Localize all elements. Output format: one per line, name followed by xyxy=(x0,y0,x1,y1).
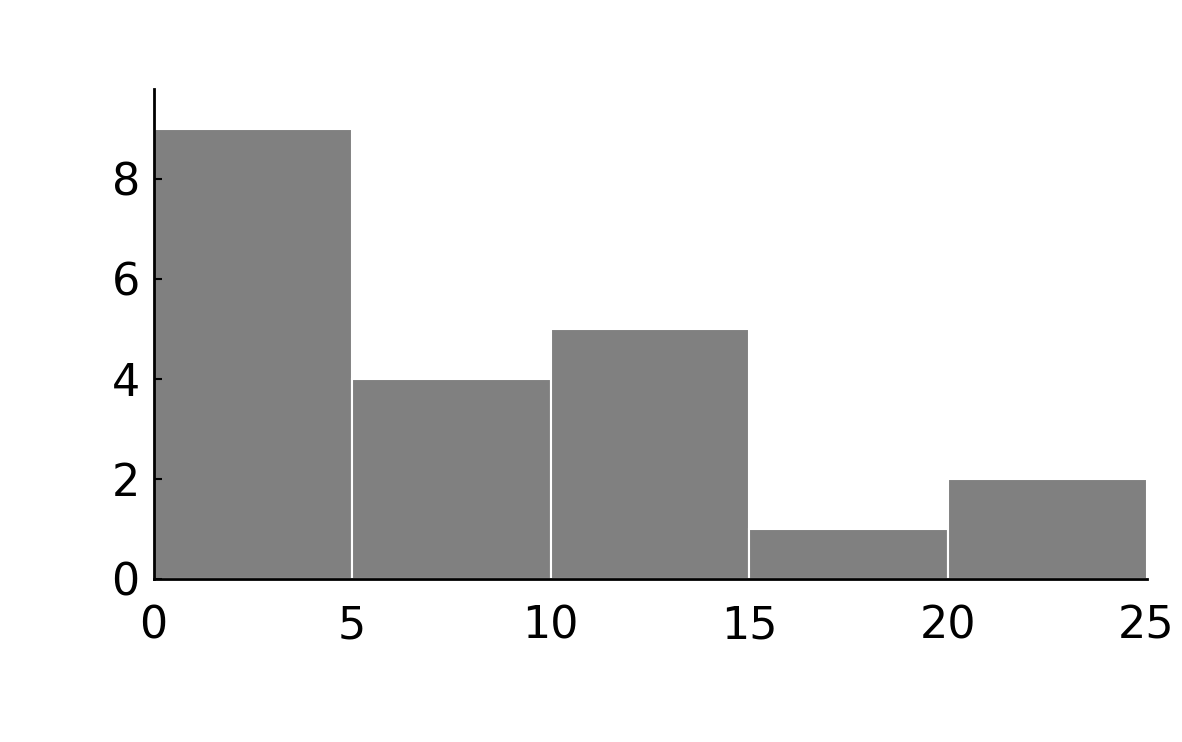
Bar xyxy=(551,329,749,579)
Bar xyxy=(154,129,352,579)
Bar xyxy=(948,479,1147,579)
Bar xyxy=(749,529,948,579)
Bar xyxy=(352,379,551,579)
